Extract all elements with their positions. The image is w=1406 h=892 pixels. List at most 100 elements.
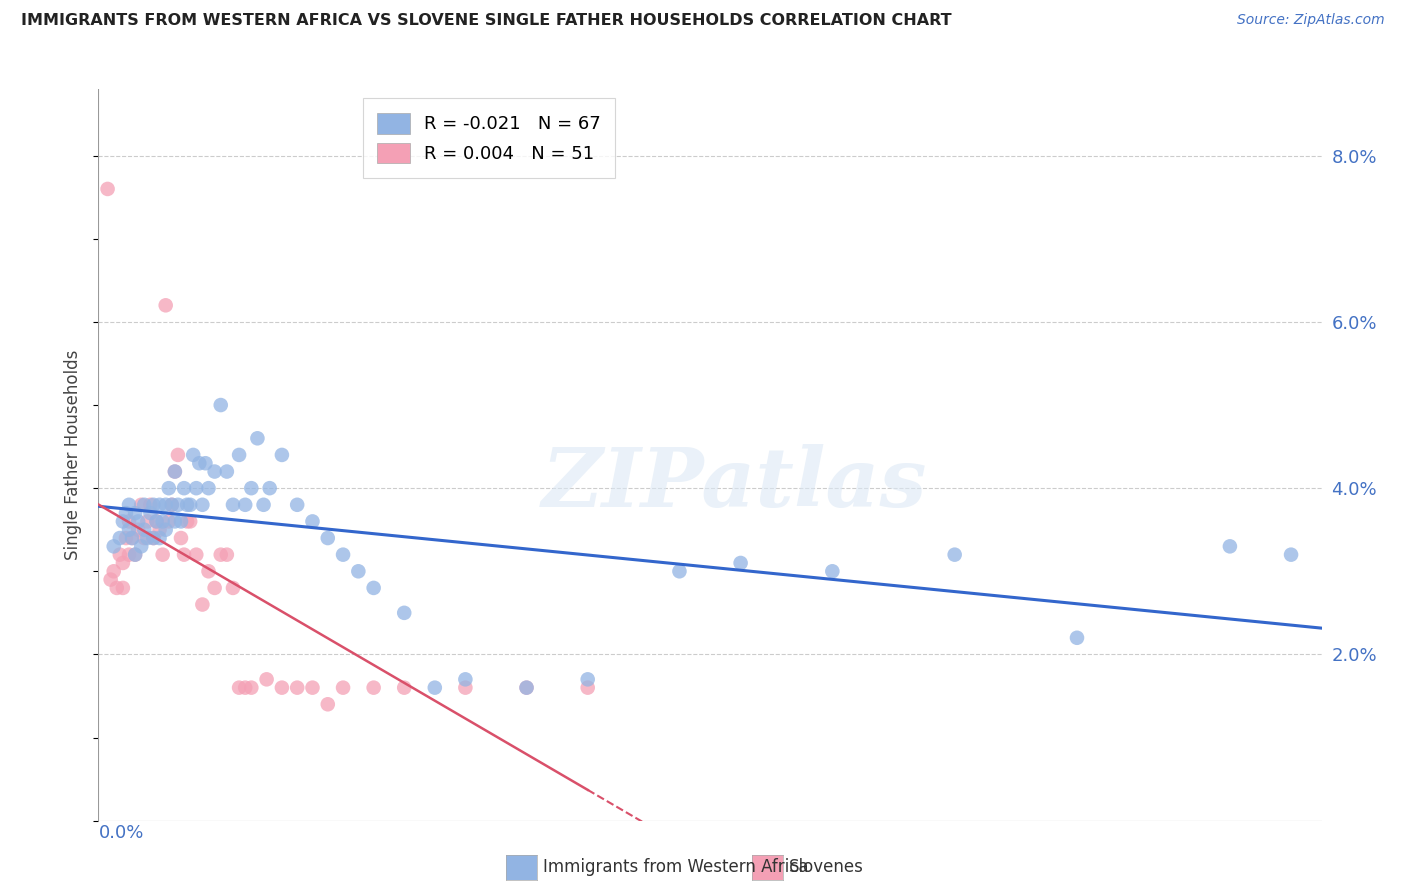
- Point: [730, 556, 752, 570]
- Point: [100, 573, 122, 587]
- Point: [576, 673, 599, 687]
- Text: ZIPatlas: ZIPatlas: [541, 444, 927, 524]
- Point: [181, 448, 204, 462]
- Point: [115, 506, 138, 520]
- Point: [392, 606, 416, 620]
- Text: IMMIGRANTS FROM WESTERN AFRICA VS SLOVENE SINGLE FATHER HOUSEHOLDS CORRELATION C: IMMIGRANTS FROM WESTERN AFRICA VS SLOVEN…: [21, 13, 952, 29]
- Point: [108, 548, 131, 562]
- Point: [152, 548, 174, 562]
- Point: [127, 515, 149, 529]
- Point: [124, 548, 146, 562]
- Point: [118, 523, 141, 537]
- Point: [285, 681, 308, 695]
- Point: [191, 598, 214, 612]
- Point: [240, 481, 263, 495]
- Point: [1219, 539, 1241, 553]
- Point: [194, 456, 217, 470]
- Point: [191, 498, 214, 512]
- Point: [215, 548, 238, 562]
- Point: [179, 498, 201, 512]
- Point: [155, 298, 177, 312]
- Point: [139, 498, 162, 512]
- Text: Immigrants from Western Africa: Immigrants from Western Africa: [543, 858, 808, 876]
- Point: [454, 673, 477, 687]
- Point: [149, 523, 172, 537]
- Point: [821, 564, 844, 578]
- Point: [576, 681, 599, 695]
- Point: [152, 515, 174, 529]
- Point: [163, 465, 186, 479]
- Point: [179, 515, 201, 529]
- Point: [173, 548, 195, 562]
- Point: [256, 673, 278, 687]
- Point: [233, 681, 256, 695]
- Point: [142, 531, 165, 545]
- Point: [209, 548, 232, 562]
- Point: [134, 498, 156, 512]
- Point: [259, 481, 281, 495]
- Point: [176, 498, 198, 512]
- Point: [136, 515, 159, 529]
- Point: [228, 448, 250, 462]
- Point: [103, 564, 125, 578]
- Point: [188, 456, 211, 470]
- Point: [149, 498, 172, 512]
- Point: [516, 681, 538, 695]
- Point: [111, 556, 134, 570]
- Point: [301, 515, 323, 529]
- Point: [157, 481, 180, 495]
- Point: [167, 448, 190, 462]
- Point: [129, 498, 152, 512]
- Point: [209, 398, 232, 412]
- Point: [173, 481, 195, 495]
- Point: [186, 481, 208, 495]
- Point: [285, 498, 308, 512]
- Point: [103, 539, 125, 553]
- Point: [240, 681, 263, 695]
- Point: [316, 531, 339, 545]
- Point: [270, 681, 292, 695]
- Point: [454, 681, 477, 695]
- Point: [121, 531, 143, 545]
- Point: [392, 681, 416, 695]
- Point: [363, 681, 385, 695]
- Text: Source: ZipAtlas.com: Source: ZipAtlas.com: [1237, 13, 1385, 28]
- Point: [118, 515, 141, 529]
- Point: [136, 531, 159, 545]
- Point: [105, 581, 128, 595]
- Point: [233, 498, 256, 512]
- Point: [332, 548, 354, 562]
- Point: [270, 448, 292, 462]
- Point: [111, 581, 134, 595]
- Point: [97, 182, 120, 196]
- Point: [124, 506, 146, 520]
- Point: [118, 548, 141, 562]
- Point: [1066, 631, 1088, 645]
- Point: [129, 539, 152, 553]
- Point: [157, 515, 180, 529]
- Point: [215, 465, 238, 479]
- Point: [149, 531, 172, 545]
- Point: [160, 498, 183, 512]
- Point: [668, 564, 690, 578]
- Point: [167, 498, 190, 512]
- Point: [1279, 548, 1302, 562]
- Point: [204, 465, 226, 479]
- Point: [316, 698, 339, 712]
- Point: [134, 523, 156, 537]
- Point: [197, 481, 219, 495]
- Point: [943, 548, 966, 562]
- Point: [423, 681, 446, 695]
- Point: [332, 681, 354, 695]
- Point: [222, 581, 245, 595]
- Point: [163, 465, 186, 479]
- Point: [155, 523, 177, 537]
- Point: [108, 531, 131, 545]
- Text: Slovenes: Slovenes: [789, 858, 863, 876]
- Point: [163, 515, 186, 529]
- Point: [363, 581, 385, 595]
- Text: 0.0%: 0.0%: [98, 824, 143, 842]
- Point: [301, 681, 323, 695]
- Point: [516, 681, 538, 695]
- Point: [111, 515, 134, 529]
